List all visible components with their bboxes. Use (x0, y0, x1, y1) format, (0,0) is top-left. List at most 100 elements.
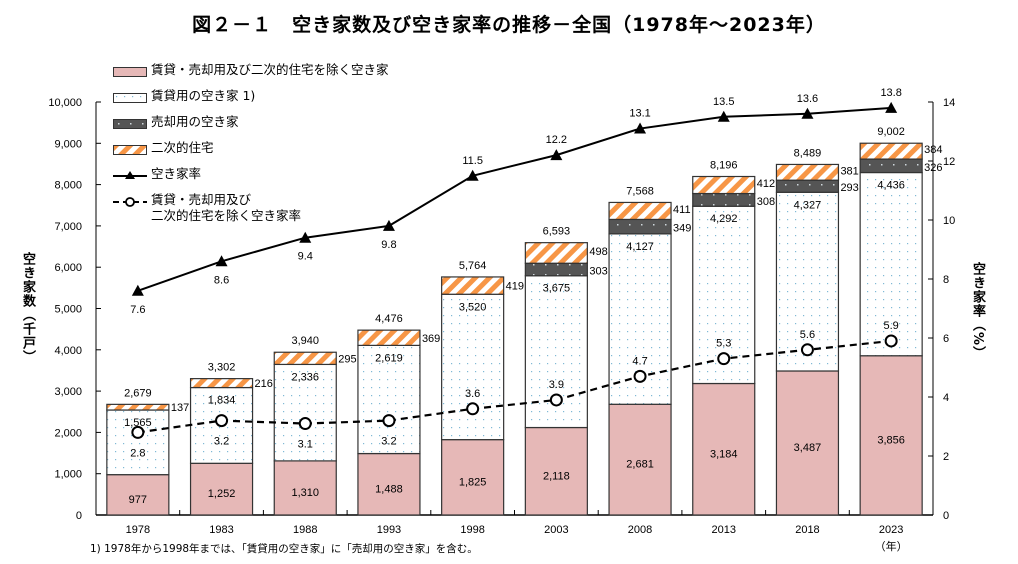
bar-segment (106, 409, 170, 476)
circle-marker (466, 402, 480, 416)
legend-item: 売却用の空き家 (113, 114, 389, 140)
bar-segment (859, 142, 923, 160)
legend-swatch-dots-icon (113, 91, 147, 103)
y-tick-label-right: 6 (943, 333, 949, 345)
rate-label: 13.5 (713, 96, 734, 108)
bar-segment (106, 474, 170, 516)
bar-label: 1,565 (124, 417, 152, 429)
bar-label: 977 (129, 494, 147, 506)
bar-label: 1,825 (459, 476, 487, 488)
bar-label: 412 (757, 178, 775, 190)
bar-label: 381 (840, 165, 858, 177)
rate-label: 3.2 (214, 436, 229, 448)
y-tick-label-left: 4,000 (54, 345, 82, 357)
rate-label: 8.6 (214, 274, 229, 286)
bar-label: 498 (589, 246, 607, 258)
bar-total-label: 3,940 (291, 335, 319, 347)
y-tick-label-left: 7,000 (54, 221, 82, 233)
bar-segment (357, 329, 421, 346)
bar-total-label: 8,489 (794, 147, 822, 159)
legend-label: 賃貸・売却用及び二次的住宅を除く空き家 (151, 62, 389, 77)
bar-segment (524, 242, 588, 264)
rate-label: 11.5 (462, 155, 483, 167)
rate-label: 5.3 (716, 338, 731, 350)
bar-segment (859, 171, 923, 357)
bar-total-label: 8,196 (710, 160, 738, 172)
rate-label: 13.6 (797, 93, 818, 105)
circle-marker (633, 369, 647, 383)
triangle-marker (466, 169, 479, 181)
rate-label: 7.6 (130, 304, 145, 316)
bar-label: 369 (422, 333, 440, 345)
bar-label: 303 (589, 265, 607, 277)
legend-item: 賃貸・売却用及び二次的住宅を除く空き家 (113, 62, 389, 88)
rate-label: 2.8 (130, 447, 145, 459)
legend-line-triangle-icon (113, 169, 147, 179)
rate-label: 5.9 (884, 320, 899, 332)
x-unit-label: （年） (875, 539, 908, 553)
line-other-vacancy-rate (137, 339, 892, 434)
bar-label: 411 (673, 204, 691, 216)
rate-label: 3.9 (549, 379, 564, 391)
bar-total-label: 9,002 (877, 126, 905, 138)
y-tick-label-right: 2 (943, 451, 949, 463)
bar-label: 1,488 (375, 483, 403, 495)
y-tick-label-right: 10 (943, 215, 955, 227)
bar-label: 295 (338, 353, 356, 365)
line-vacancy-rate (137, 106, 892, 292)
chart-title: 図２－１ 空き家数及び空き家率の推移－全国（1978年～2023年） (192, 14, 826, 36)
legend-line-circle-icon (113, 195, 147, 207)
circle-marker (717, 352, 731, 366)
bar-label: 4,292 (710, 213, 738, 225)
bar-label: 2,118 (543, 470, 570, 482)
x-tick-label: 1993 (377, 524, 401, 536)
y-tick-label-left: 1,000 (54, 469, 82, 481)
triangle-marker (634, 122, 647, 134)
bar-segment (357, 344, 421, 455)
bar-segment (775, 163, 840, 181)
triangle-marker (215, 255, 228, 267)
bar-total-label: 5,764 (459, 260, 487, 272)
bar-label: 3,184 (710, 448, 738, 460)
bar-label: 2,619 (375, 352, 403, 364)
y-tick-label-right: 0 (943, 510, 949, 522)
y-tick-label-left: 6,000 (54, 262, 82, 274)
legend-label: 賃貸・売却用及び 二次的住宅を除く空き家率 (151, 192, 302, 223)
bar-total-label: 6,593 (543, 226, 571, 238)
circle-marker (884, 334, 898, 348)
y-tick-label-right: 14 (943, 97, 955, 109)
circle-marker (800, 343, 814, 357)
legend-swatch-dark-icon (113, 117, 147, 129)
circle-marker (382, 414, 396, 428)
y-tick-label-left: 5,000 (54, 304, 82, 316)
bar-label: 349 (673, 223, 691, 235)
bar-segment (441, 276, 505, 295)
x-tick-label: 1998 (460, 524, 484, 536)
bar-label: 308 (757, 196, 775, 208)
x-tick-label: 2018 (795, 524, 819, 536)
y-tick-label-left: 3,000 (54, 386, 82, 398)
bar-label: 326 (924, 162, 942, 174)
triangle-marker (131, 284, 144, 296)
labels: 977 1,565 137 2,679 1,252 1,834 216 3,302 1,310 2… (124, 87, 942, 506)
bar-segment (775, 191, 840, 372)
y-tick-label-left: 0 (76, 510, 82, 522)
bar-label: 1,252 (208, 488, 236, 500)
bar-segment (692, 382, 756, 516)
bar-label: 4,436 (877, 180, 905, 192)
x-tick-label: 2003 (544, 524, 568, 536)
y-tick-label-left: 2,000 (54, 427, 82, 439)
x-tick-label: 1988 (293, 524, 317, 536)
x-tick-label: 2013 (712, 524, 736, 536)
bar-label: 293 (840, 182, 858, 194)
legend-swatch-pink-icon (113, 65, 147, 77)
bar-total-label: 7,568 (626, 185, 654, 197)
bar-segment (608, 201, 672, 221)
bar-label: 1,310 (291, 487, 319, 499)
circle-marker (131, 425, 145, 439)
rate-label: 9.8 (381, 239, 396, 251)
bar-label: 2,336 (291, 371, 319, 383)
bar-segment (441, 293, 505, 441)
bar-segment (692, 175, 756, 195)
